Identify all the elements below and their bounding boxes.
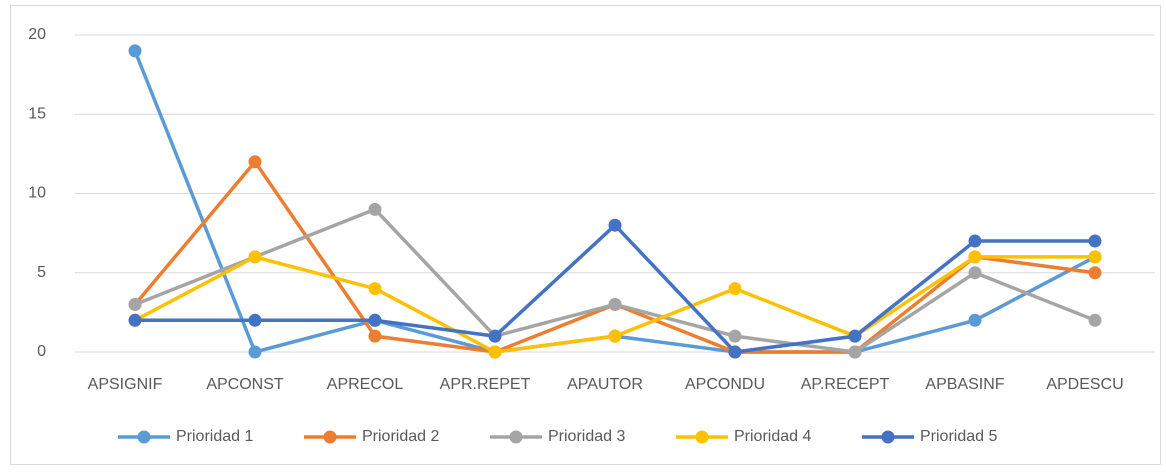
data-point [248,345,262,359]
x-tick-label: APAUTOR [567,376,643,393]
legend-label: Prioridad 1 [176,428,253,445]
data-point [968,313,982,327]
chart-frame [10,5,1161,465]
data-point [488,329,502,343]
data-point [848,329,862,343]
data-point [128,297,142,311]
x-tick-label: AP.RECEPT [801,376,890,393]
data-point [248,313,262,327]
data-point [368,313,382,327]
legend-marker [509,430,523,444]
data-point [368,202,382,216]
data-point [1088,266,1102,280]
data-point [968,250,982,264]
data-point [608,218,622,232]
y-tick-label: 15 [28,105,46,122]
y-tick-label: 5 [37,264,46,281]
x-tick-label: APCONDU [685,376,765,393]
data-point [848,345,862,359]
data-point [128,44,142,58]
data-point [1088,250,1102,264]
x-tick-label: APDESCU [1046,376,1123,393]
legend-label: Prioridad 4 [734,428,811,445]
x-tick-label: APBASINF [925,376,1004,393]
y-tick-label: 10 [28,185,46,202]
data-point [1088,313,1102,327]
legend-marker [323,430,337,444]
data-point [728,345,742,359]
data-point [608,329,622,343]
legend-label: Prioridad 3 [548,428,625,445]
x-tick-label: APCONST [206,376,284,393]
data-point [968,234,982,248]
data-point [248,155,262,169]
data-point [728,329,742,343]
legend-label: Prioridad 5 [920,428,997,445]
x-tick-label: APR.REPET [440,376,531,393]
data-point [488,345,502,359]
legend-marker [695,430,709,444]
data-point [248,250,262,264]
legend-marker [137,430,151,444]
data-point [728,282,742,296]
y-tick-label: 20 [28,26,46,43]
legend-marker [881,430,895,444]
data-point [128,313,142,327]
data-point [368,282,382,296]
data-point [608,297,622,311]
y-tick-label: 0 [37,343,46,360]
data-point [368,329,382,343]
legend-label: Prioridad 2 [362,428,439,445]
x-tick-label: APRECOL [327,376,404,393]
x-tick-label: APSIGNIF [88,376,163,393]
data-point [1088,234,1102,248]
data-point [968,266,982,280]
